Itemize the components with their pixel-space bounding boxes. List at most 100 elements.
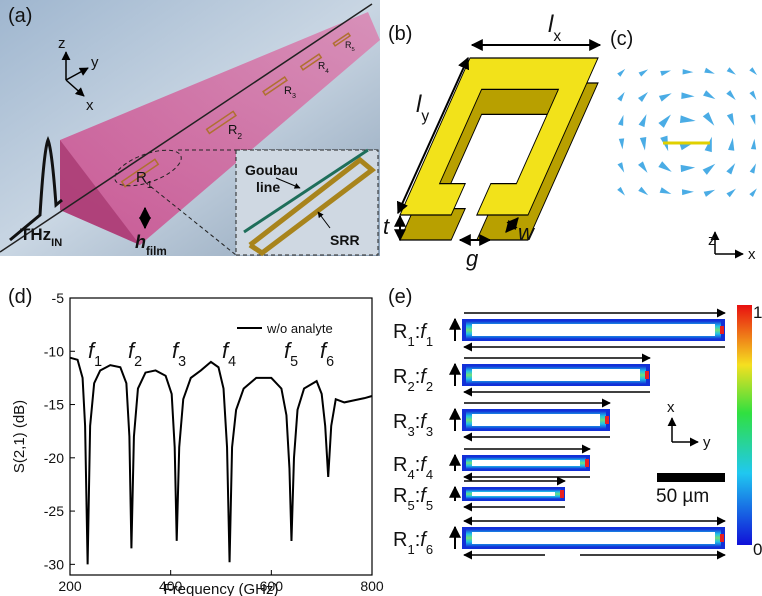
y-tick-label: -25 [44,503,64,519]
row-label-part: 6 [426,542,433,557]
peak-label: f5 [284,338,298,370]
field-arrow [726,90,738,102]
y-tick-label: -10 [44,343,64,359]
field-arrow [659,90,673,101]
resonator-label-part: R [284,85,292,97]
row-label-part: R [393,485,407,507]
row-label-part: 3 [426,424,433,439]
row-label-part: R [393,454,407,476]
label: x [86,97,94,114]
field-arrow [750,114,758,125]
field-arrow [726,161,737,174]
peak-label-part: 1 [94,354,102,370]
field-arrow [727,67,738,76]
peak-label: f4 [222,338,236,370]
peak-label: f6 [320,338,334,370]
x-axis-title: Frequency (GHz) [163,581,278,596]
ly-label: ly [416,91,429,125]
field-gap [472,369,640,381]
field-arrow [703,161,718,175]
row-label-part: R [393,366,407,388]
peak-label-part: 2 [134,354,142,370]
panel-label: (e) [388,286,412,308]
figure: (d)-5-10-15-20-25-30200400600800Frequenc… [0,0,762,596]
row-label-part: 1 [426,334,433,349]
field-arrow [704,68,715,76]
row-label: R2:f2 [393,366,433,394]
panel-b [398,45,600,240]
field-arrow [638,187,649,198]
field-arrow [658,161,673,174]
field-arrow [749,91,758,102]
peak-label: f3 [172,338,186,370]
row-label-part: 3 [407,424,414,439]
field-arrow [658,112,673,128]
field-arrow [640,137,648,151]
field-arrow [638,161,650,174]
peak-label-part: 4 [228,354,236,370]
row-label-part: R [393,321,407,343]
legend-label: w/o analyte [266,321,333,336]
scale-label: 50 µm [656,486,709,507]
thz-label-part: THz [20,225,51,244]
label: g [466,246,479,271]
field-arrow [682,189,694,195]
panel-d: (d)-5-10-15-20-25-30200400600800Frequenc… [8,286,384,596]
resonator-label-part: R [136,169,147,186]
colorbar-min: 0 [753,540,762,559]
field-arrow [727,113,737,127]
field-arrow [639,113,650,127]
resonator-label-part: 2 [237,131,242,141]
resonator-label-part: R [318,61,325,72]
row-label-part: 2 [407,379,414,394]
panel-label: (c) [610,28,633,50]
y-tick-label: -20 [44,450,64,466]
field-arrow [617,91,627,102]
colorbar-max: 1 [753,303,762,322]
field-arrow [617,187,627,197]
field-hotspot [645,371,649,379]
ly-label-part: y [421,108,429,125]
label: x [748,246,756,263]
field-arrow [728,137,736,150]
panel-label: (a) [8,5,32,27]
label: Goubau [245,162,298,178]
field-gap [472,492,555,496]
field-arrow [639,67,650,76]
field-arrow [749,67,758,76]
field-arrow [726,187,737,198]
row-label-part: 2 [426,379,433,394]
field-arrow [617,67,627,76]
peak-label-part: 6 [326,354,334,370]
label: z [708,232,716,249]
field-gap [472,324,715,336]
row-label-part: R [393,529,407,551]
field-arrow [704,187,717,197]
field-gap [472,460,580,466]
peak-label-part: 5 [290,354,298,370]
row-label-part: 1 [407,542,414,557]
axis-label: y [703,434,711,451]
field-gap [472,414,600,426]
x-tick-label: 800 [360,578,384,594]
row-label-part: 5 [426,498,433,513]
panel-c [617,67,758,254]
row-label: R5:f5 [393,485,433,513]
field-hotspot [560,490,564,498]
peak-label: f2 [128,338,142,370]
scale-bar [657,473,725,482]
field-arrow [619,138,625,149]
label: t [383,214,390,239]
page: {"panel_a": {"label": "(a)", "axes": ["z… [0,0,762,596]
axes-triad [715,232,743,254]
field-arrows [617,67,758,197]
row-label: R3:f3 [393,411,433,439]
row-label-part: 4 [426,467,433,482]
y-axis-title: S(2,1) (dB) [11,400,28,473]
field-hotspot [720,534,724,542]
field-arrow [750,162,759,173]
axes-triad [672,418,698,442]
field-arrow [638,90,650,102]
field-hotspot [720,326,724,334]
row-label-part: 1 [407,334,414,349]
